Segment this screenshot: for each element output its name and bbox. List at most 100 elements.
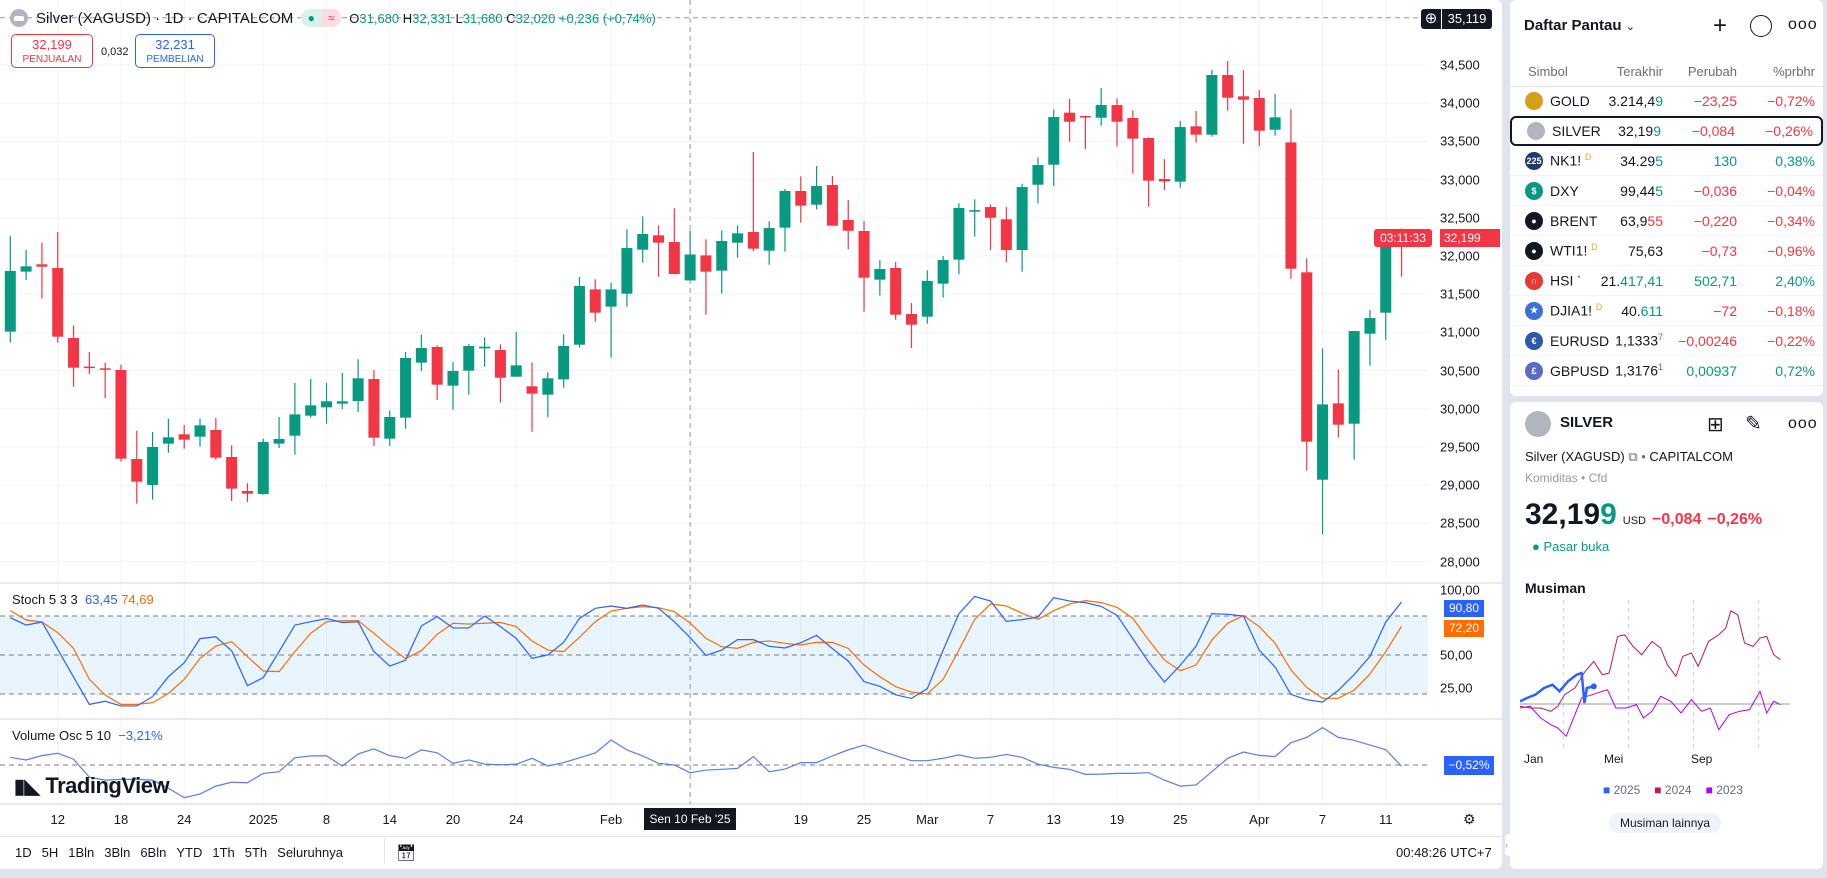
watchlist-last-price: 32,199 xyxy=(1618,123,1661,139)
candle xyxy=(305,379,317,418)
collapse-panel-chevron-icon[interactable]: › xyxy=(1505,834,1513,856)
candle-body xyxy=(937,260,949,284)
more-seasonals-button[interactable]: Musiman lainnya xyxy=(1609,813,1722,833)
buy-button[interactable]: 32,231 PEMBELIAN xyxy=(135,34,215,68)
price-axis-label: 31,000 xyxy=(1440,324,1480,340)
range-button-5th[interactable]: 5Th xyxy=(244,845,268,860)
external-link-icon[interactable]: ⧉ xyxy=(1628,449,1638,464)
range-selector[interactable]: 1D 5H 1Bln 3Bln 6Bln YTD 1Th 5Th Seluruhnya xyxy=(10,845,348,860)
tradingview-logo[interactable]: ▮◣ TradingView xyxy=(14,773,170,798)
watchlist-row-wti1[interactable]: ● WTI1! D 75,63 −0,73 −0,96% xyxy=(1510,236,1823,266)
candle xyxy=(494,344,506,403)
candle xyxy=(969,199,981,237)
candle xyxy=(510,332,522,377)
candle-body xyxy=(1332,403,1344,425)
time-axis-label: 25 xyxy=(1173,812,1188,827)
candle xyxy=(874,259,886,296)
price-axis-label: 29,500 xyxy=(1440,439,1480,455)
candle-body xyxy=(1127,118,1139,139)
watchlist-symbol: HSI • xyxy=(1550,272,1581,289)
silver-icon xyxy=(1527,122,1545,140)
candle-body xyxy=(147,447,159,485)
range-button-ytd[interactable]: YTD xyxy=(176,845,203,860)
candle-body xyxy=(241,491,253,494)
range-button-5h[interactable]: 5H xyxy=(41,845,59,860)
more-options-icon[interactable]: ooo xyxy=(1788,16,1818,33)
candle-body xyxy=(210,429,222,458)
candle-body xyxy=(178,434,190,440)
date-range-calendar-icon[interactable]: 📅︎ xyxy=(396,845,417,862)
candle xyxy=(352,359,364,413)
volume-osc-legend[interactable]: Volume Osc 5 10 −3,21% xyxy=(12,728,163,743)
silver-symbol-icon xyxy=(1525,411,1551,437)
watchlist-change-percent: −0,72% xyxy=(1767,92,1815,109)
wti1-icon: ● xyxy=(1525,241,1543,260)
range-button-1d[interactable]: 1D xyxy=(15,845,32,860)
add-symbol-plus-icon[interactable]: + xyxy=(1713,12,1728,39)
watchlist-change-percent: 0,38% xyxy=(1775,152,1815,169)
candle-body xyxy=(1380,235,1392,313)
candle-body xyxy=(1285,142,1297,269)
chart-canvas[interactable] xyxy=(0,0,1502,834)
candle-body xyxy=(1158,178,1170,182)
watchlist-change-percent: −0,26% xyxy=(1765,123,1813,139)
stoch-legend[interactable]: Stoch 5 3 3 63,45 74,69 xyxy=(12,592,154,607)
layout-grid-icon[interactable]: ⊞ xyxy=(1707,414,1724,436)
market-status-badge[interactable]: ● ≈ xyxy=(301,9,342,27)
watchlist-row-hsi[interactable]: ∩ HSI • 21.417,41 502,71 2,40% xyxy=(1510,266,1823,296)
column-symbol[interactable]: Simbol xyxy=(1528,64,1568,79)
column-change[interactable]: Perubah xyxy=(1687,64,1737,79)
range-button-3bln[interactable]: 3Bln xyxy=(104,845,131,860)
range-button-1th[interactable]: 1Th xyxy=(212,845,235,860)
candle xyxy=(921,270,933,324)
sell-button[interactable]: 32,199 PENJUALAN xyxy=(11,34,93,68)
candle xyxy=(1348,331,1360,460)
candle-body xyxy=(779,190,791,228)
candle xyxy=(194,418,206,447)
candle-body xyxy=(52,267,64,337)
column-last[interactable]: Terakhir xyxy=(1616,64,1663,79)
axis-settings-gear-icon[interactable]: ⚙ xyxy=(1463,811,1476,827)
candle xyxy=(1206,70,1218,137)
watchlist-row-nk1[interactable]: 225 NK1! D 34.295 130 0,38% xyxy=(1510,146,1823,176)
candle-body xyxy=(384,416,396,439)
legend-2025: ■ 2025 xyxy=(1603,783,1641,797)
watchlist-title[interactable]: Daftar Pantau ⌄ xyxy=(1524,17,1635,34)
watchlist-symbol: GOLD xyxy=(1550,92,1590,109)
symbol-title[interactable]: Silver (XAGUSD) · 1D · CAPITALCOM xyxy=(36,9,294,27)
candle xyxy=(447,362,459,410)
column-change-percent[interactable]: %prbhr xyxy=(1773,64,1815,79)
candle xyxy=(131,430,143,504)
candle-body xyxy=(20,266,32,272)
more-options-icon[interactable]: ooo xyxy=(1788,415,1818,432)
range-button-6bln[interactable]: 6Bln xyxy=(140,845,167,860)
pie-chart-icon[interactable] xyxy=(1750,15,1772,37)
watchlist-row-brent[interactable]: ● BRENT 63,955 −0,220 −0,34% xyxy=(1510,206,1823,236)
candle-body xyxy=(763,228,775,251)
candle xyxy=(558,334,570,388)
watchlist-row-gold[interactable]: GOLD 3.214,49 −23,25 −0,72% xyxy=(1510,86,1823,116)
candle xyxy=(273,416,285,448)
chart-panel[interactable]: Silver (XAGUSD) · 1D · CAPITALCOM ● ≈ O3… xyxy=(0,0,1502,869)
candle-body xyxy=(1237,96,1249,100)
edit-note-icon[interactable]: ✎ xyxy=(1745,413,1762,435)
watchlist-row-gbpusd[interactable]: £ GBPUSD 1,31761 0,00937 0,72% xyxy=(1510,356,1823,386)
watchlist-row-silver[interactable]: SILVER 32,199 −0,084 −0,26% xyxy=(1510,116,1823,146)
price-axis-label: 28,500 xyxy=(1440,515,1480,531)
candle xyxy=(985,204,997,251)
month-label: Mei xyxy=(1604,752,1624,766)
add-alert-plus-icon[interactable]: ⊕ xyxy=(1421,9,1441,29)
time-axis-label: 7 xyxy=(986,812,995,827)
detail-price: 32,199 USD −0,084 −0,26% xyxy=(1525,498,1763,531)
watchlist-row-dxy[interactable]: $ DXY 99,445 −0,036 −0,04% xyxy=(1510,176,1823,206)
seasonals-chart[interactable] xyxy=(1520,600,1790,750)
watchlist-row-eurusd[interactable]: € EURUSD 1,13337 −0,00246 −0,22% xyxy=(1510,326,1823,356)
range-button-seluruhnya[interactable]: Seluruhnya xyxy=(277,845,343,860)
candle xyxy=(463,344,475,395)
clock-timezone[interactable]: 00:48:26 UTC+7 xyxy=(1396,845,1492,860)
watchlist-row-djia1[interactable]: ★ DJIA1! D 40.611 −72 −0,18% xyxy=(1510,296,1823,326)
candle-body xyxy=(510,365,522,377)
range-button-1bln[interactable]: 1Bln xyxy=(68,845,95,860)
watchlist-symbol: EURUSD xyxy=(1550,332,1610,349)
watchlist-change: −0,084 xyxy=(1691,123,1735,139)
